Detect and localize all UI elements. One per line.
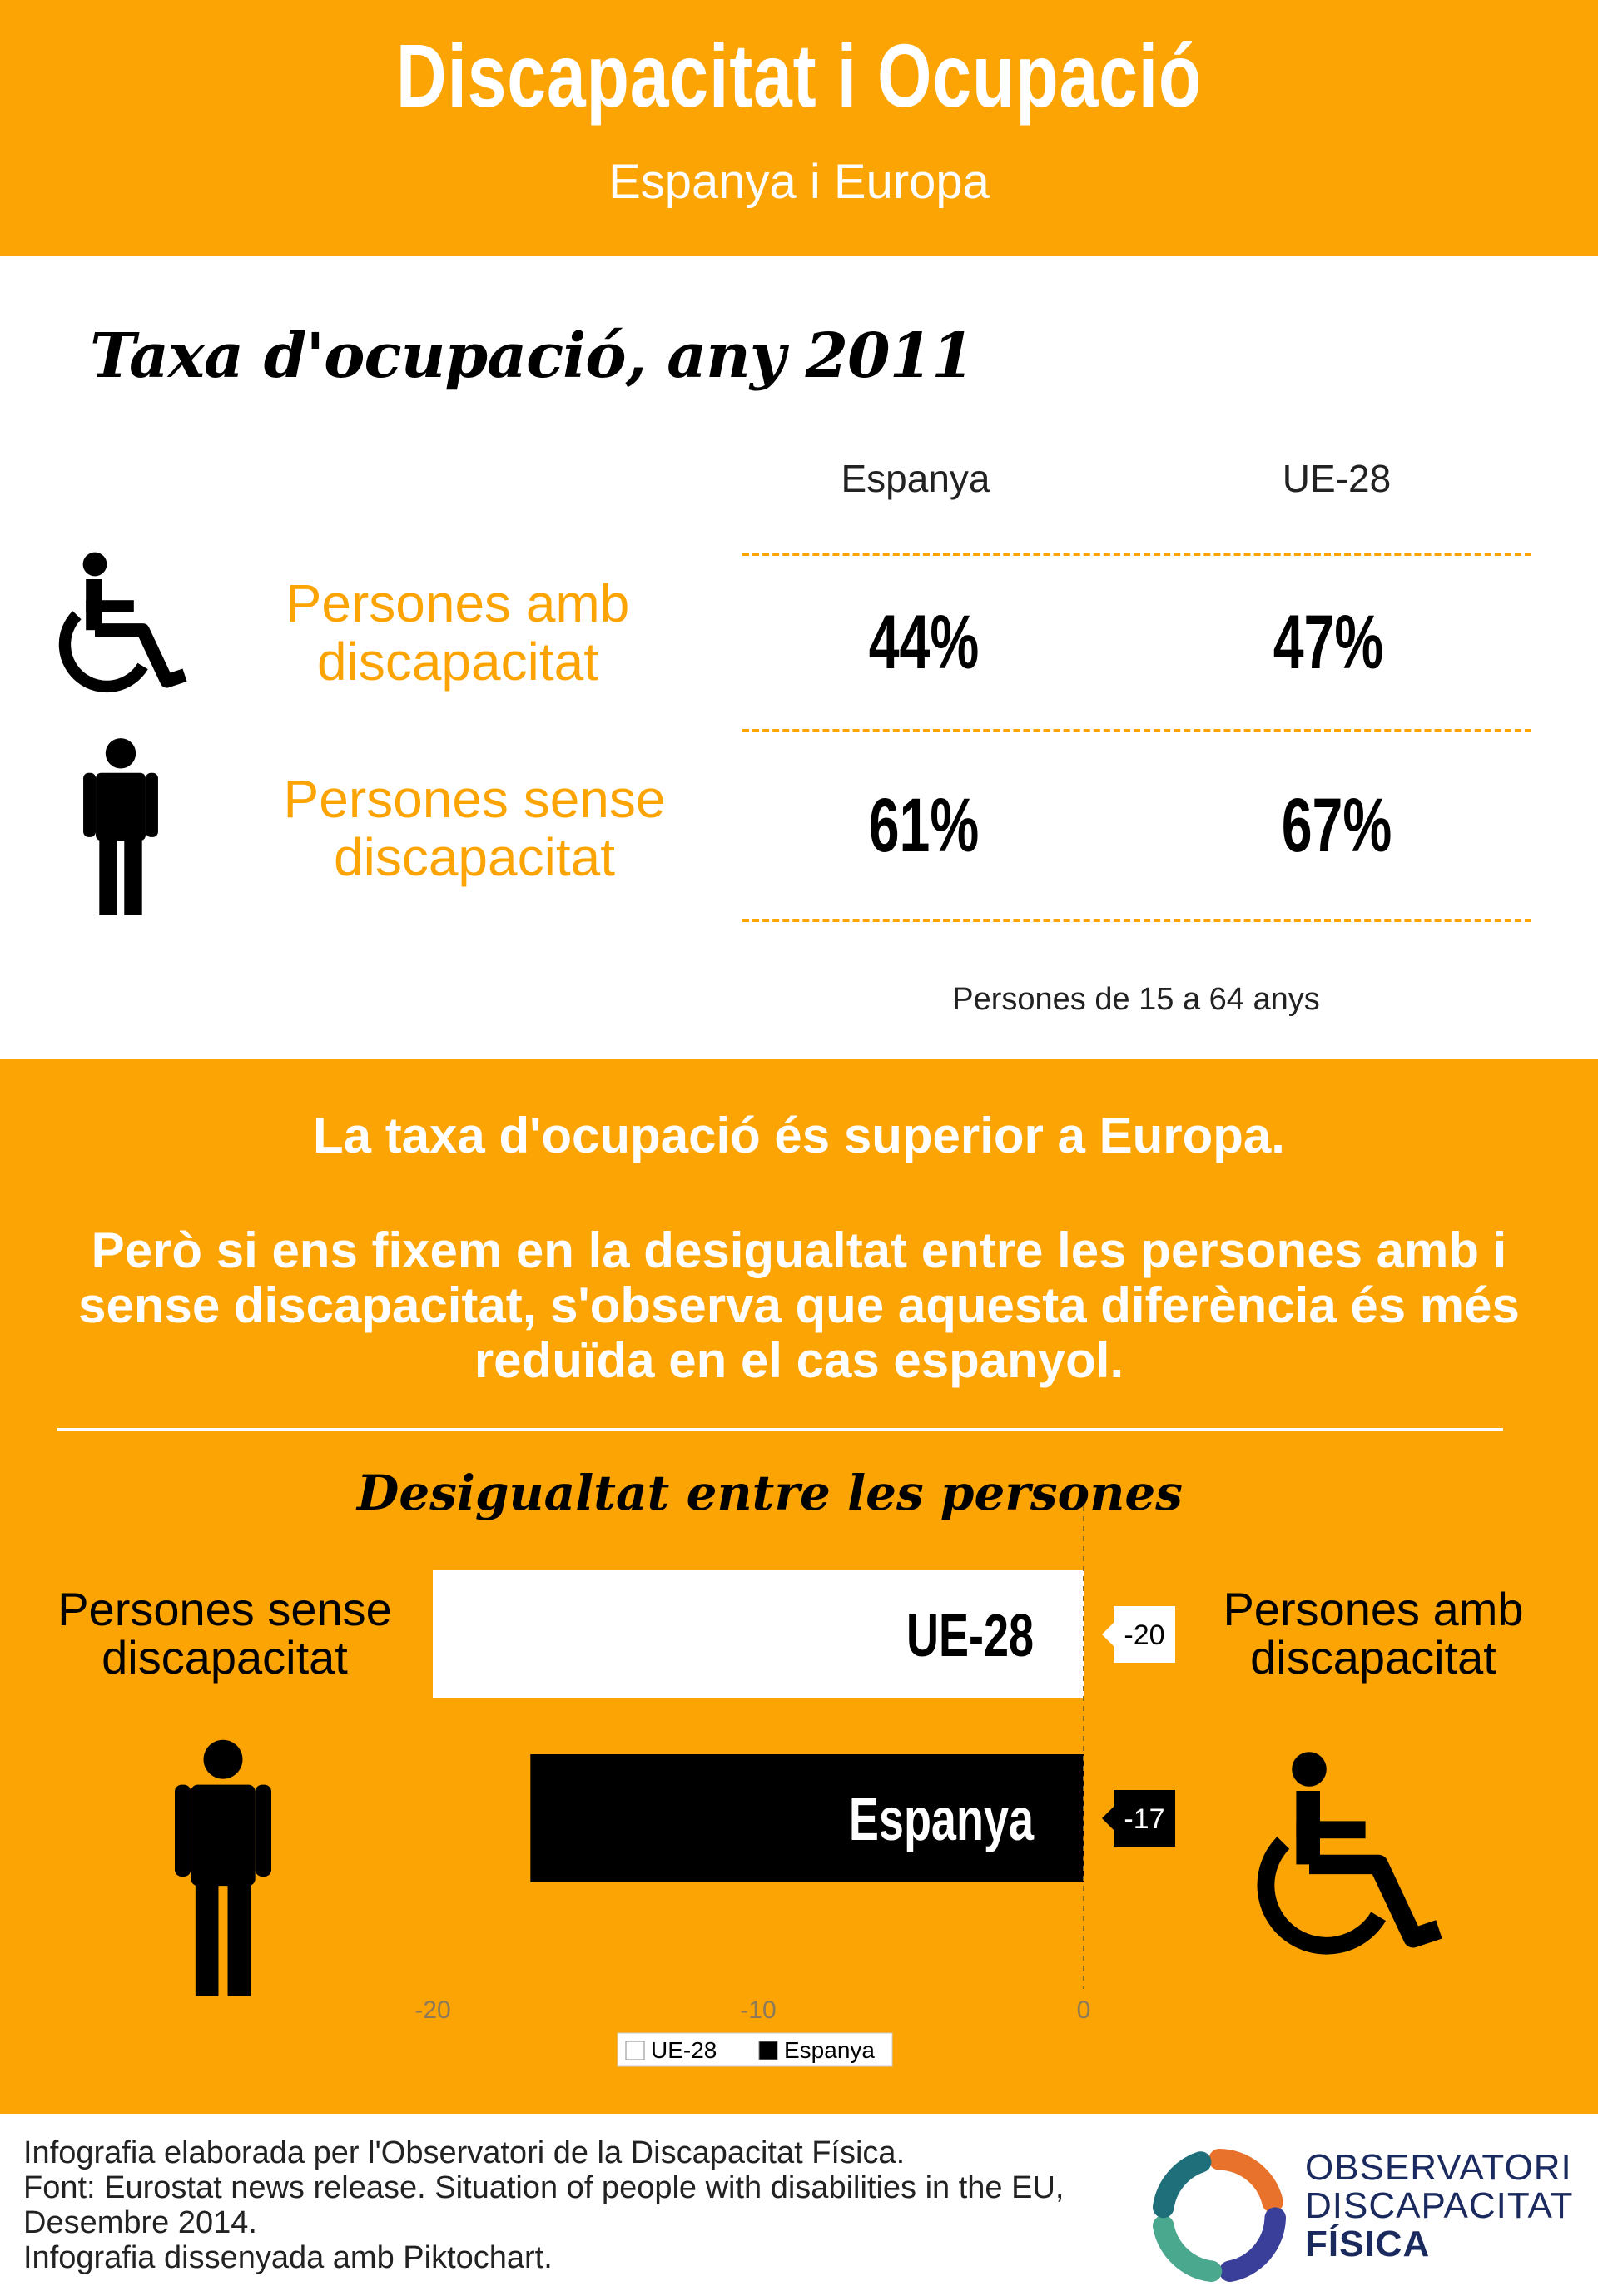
legend-box [617,2032,893,2067]
wheelchair-icon [58,552,187,693]
section-divider [57,1428,1503,1431]
bar [530,1754,1084,1882]
rate-section-title: Taxa d'ocupació, any 2011 [90,320,975,392]
footer-credits: Infografia elaborada per l'Observatori d… [23,2135,1064,2275]
footer-line: Infografia dissenyada amb Piktochart. [23,2240,553,2275]
value-eu28-with-disability: 47% [1273,600,1384,685]
chart-title: Desigualtat entre les persones [357,1465,1183,1521]
divider [742,553,1531,556]
column-header-spain: Espanya [841,457,990,500]
message-paragraph: Però si ens fixem en la desigualtat entr… [78,1222,1520,1388]
legend-label: Espanya [784,2037,875,2063]
message-headline: La taxa d'ocupació és superior a Europa. [313,1108,1285,1163]
divider [742,919,1531,922]
data-label-bubble [1102,1790,1175,1847]
bar-category-label: UE-28 [906,1603,1034,1669]
page-title: Discapacitat i Ocupació [395,25,1203,126]
chart-right-label: Persones amb discapacitat [1223,1583,1524,1684]
person-icon [175,1739,271,1996]
row-label-with-disability: Persones amb discapacitat [285,573,630,692]
table-note: Persones de 15 a 64 anys [952,982,1320,1017]
legend-swatch [625,2041,645,2060]
footer [0,2114,1598,2296]
chart-left-label: Persones sense discapacitat [57,1583,392,1684]
wheelchair-icon [1257,1752,1442,1955]
x-tick-label: -10 [740,1996,776,2024]
observatori-logo-icon [1153,2149,1286,2282]
footer-line: Infografia elaborada per l'Observatori d… [23,2135,906,2170]
brand-name: OBSERVATORI DISCAPACITAT FÍSICA [1305,2147,1574,2264]
header-banner: Discapacitat i Ocupació Espanya i Europa [0,0,1598,256]
legend-swatch [758,2041,778,2060]
page-subtitle: Espanya i Europa [608,155,990,209]
value-eu28-without-disability: 67% [1281,783,1392,868]
divider [742,729,1531,732]
column-header-eu28: UE-28 [1282,457,1392,500]
person-icon [83,738,158,915]
row-label-without-disability: Persones sense discapacitat [283,769,666,887]
value-spain-with-disability: 44% [868,600,980,685]
data-label-bubble [1102,1606,1175,1663]
value-spain-without-disability: 61% [868,783,980,868]
data-label: -20 [1124,1619,1164,1651]
bar [433,1570,1084,1698]
x-tick-label: 0 [1077,1996,1091,2024]
footer-line: Font: Eurostat news release. Situation o… [23,2170,1065,2205]
legend-label: UE-28 [651,2037,717,2063]
footer-line: Desembre 2014. [23,2205,257,2240]
x-tick-label: -20 [414,1996,450,2024]
data-label: -17 [1124,1803,1164,1835]
bar-category-label: Espanya [849,1787,1035,1853]
